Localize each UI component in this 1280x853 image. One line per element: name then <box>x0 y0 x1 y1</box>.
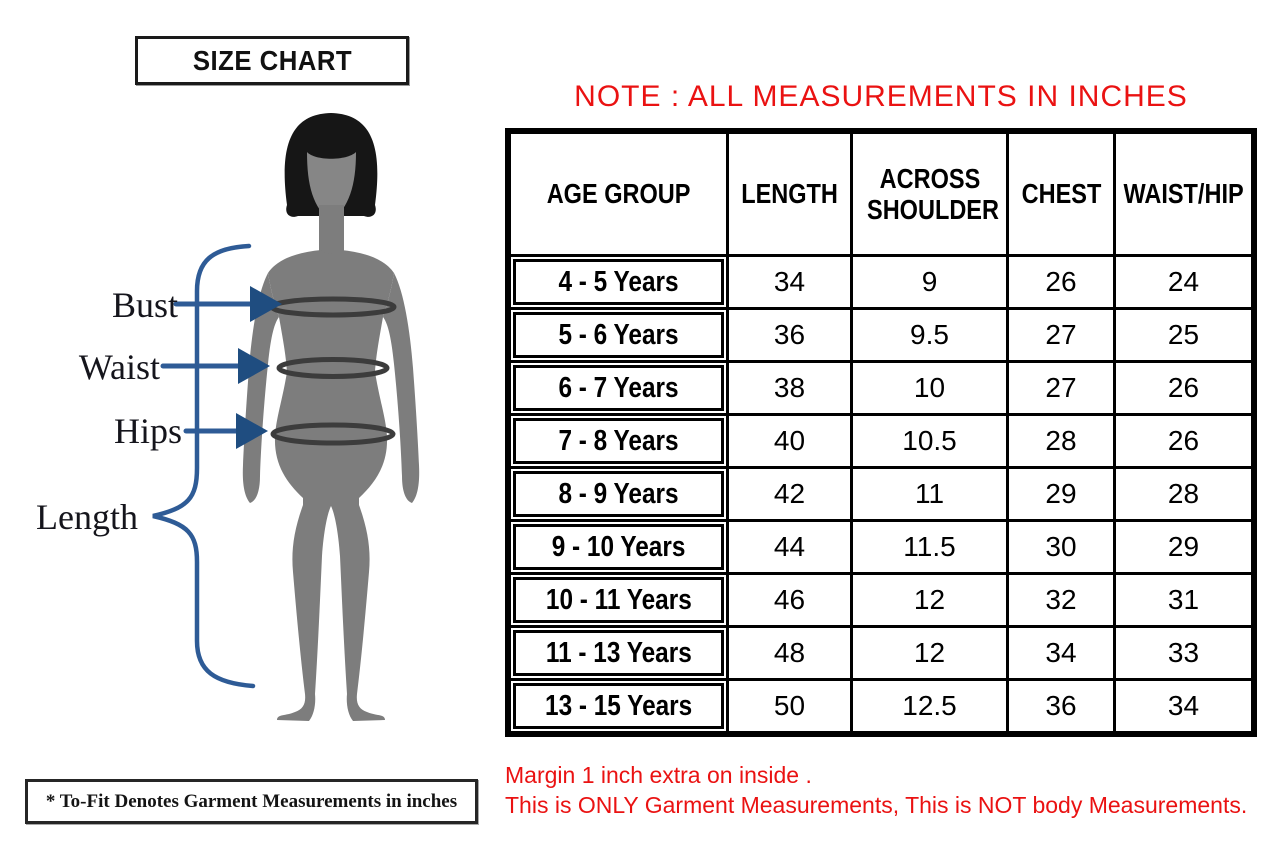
measurement-value-cell: 26 <box>1009 257 1113 307</box>
measurement-value-cell: 46 <box>729 575 850 625</box>
measurement-value-cell: 33 <box>1116 628 1251 678</box>
bust-arrowhead-icon <box>250 286 282 322</box>
garment-notes: Margin 1 inch extra on inside . This is … <box>505 760 1280 820</box>
measurement-value-cell: 34 <box>1116 681 1251 731</box>
silhouette-face <box>307 152 356 222</box>
measurement-value-cell: 36 <box>729 310 850 360</box>
measurement-value-cell: 9.5 <box>853 310 1006 360</box>
waist-label: Waist <box>78 347 160 387</box>
waist-band <box>276 357 390 379</box>
age-group-cell: 10 - 11 Years <box>511 575 726 625</box>
measurement-value-cell: 29 <box>1116 522 1251 572</box>
age-group-cell: 13 - 15 Years <box>511 681 726 731</box>
measurement-value-cell: 42 <box>729 469 850 519</box>
measurement-value-cell: 40 <box>729 416 850 466</box>
hips-arrowhead-icon <box>236 413 268 449</box>
measurement-value-cell: 24 <box>1116 257 1251 307</box>
silhouette-body <box>268 250 394 721</box>
measurement-value-cell: 32 <box>1009 575 1113 625</box>
child-silhouette-illustration <box>152 113 420 721</box>
hips-band <box>270 422 396 446</box>
garment-vs-body-note: This is ONLY Garment Measurements, This … <box>505 792 1248 818</box>
measurement-value-cell: 44 <box>729 522 850 572</box>
measurement-value-cell: 25 <box>1116 310 1251 360</box>
age-group-cell: 5 - 6 Years <box>511 310 726 360</box>
tofit-footnote-box: * To-Fit Denotes Garment Measurements in… <box>25 779 478 824</box>
tofit-footnote-text: * To-Fit Denotes Garment Measurements in… <box>45 790 458 812</box>
measurement-value-cell: 26 <box>1116 363 1251 413</box>
hips-label: Hips <box>113 411 182 451</box>
bust-label: Bust <box>111 285 178 325</box>
measurement-value-cell: 27 <box>1009 363 1113 413</box>
age-group-cell: 4 - 5 Years <box>511 257 726 307</box>
age-group-cell: 6 - 7 Years <box>511 363 726 413</box>
measurements-note: NOTE : ALL MEASUREMENTS IN INCHES <box>574 80 1188 113</box>
measurement-value-cell: 29 <box>1009 469 1113 519</box>
length-label: Length <box>36 497 138 537</box>
column-header-waist-hip: WAIST/HIP <box>1116 134 1251 254</box>
measurement-value-cell: 9 <box>853 257 1006 307</box>
measurement-value-cell: 12.5 <box>853 681 1006 731</box>
column-header-across-shoulder: ACROSS SHOULDER <box>853 134 1006 254</box>
measurement-value-cell: 34 <box>729 257 850 307</box>
body-measurement-diagram: Bust Waist Hips Length <box>0 0 500 780</box>
silhouette-right-arm <box>383 273 420 503</box>
silhouette-left-arm <box>242 273 279 503</box>
measurement-value-cell: 12 <box>853 628 1006 678</box>
measurement-value-cell: 26 <box>1116 416 1251 466</box>
column-header-length: LENGTH <box>729 134 850 254</box>
measurement-value-cell: 38 <box>729 363 850 413</box>
waist-arrowhead-icon <box>238 348 270 384</box>
measurement-value-cell: 30 <box>1009 522 1113 572</box>
measurement-value-cell: 28 <box>1116 469 1251 519</box>
silhouette-neck <box>319 205 344 257</box>
measurement-value-cell: 11 <box>853 469 1006 519</box>
measurement-value-cell: 12 <box>853 575 1006 625</box>
measurement-value-cell: 27 <box>1009 310 1113 360</box>
measurement-value-cell: 11.5 <box>853 522 1006 572</box>
measurement-value-cell: 50 <box>729 681 850 731</box>
measurement-value-cell: 28 <box>1009 416 1113 466</box>
measurement-value-cell: 34 <box>1009 628 1113 678</box>
age-group-cell: 7 - 8 Years <box>511 416 726 466</box>
length-brace <box>152 243 256 689</box>
size-chart-title-box: SIZE CHART <box>135 36 409 85</box>
size-table: AGE GROUP LENGTH ACROSS SHOULDER CHEST WAIST… <box>505 128 1257 737</box>
column-header-age-group: AGE GROUP <box>511 134 726 254</box>
size-chart-title: SIZE CHART <box>192 44 352 76</box>
measurement-value-cell: 48 <box>729 628 850 678</box>
age-group-cell: 9 - 10 Years <box>511 522 726 572</box>
measurement-value-cell: 31 <box>1116 575 1251 625</box>
age-group-cell: 8 - 9 Years <box>511 469 726 519</box>
measurement-value-cell: 10 <box>853 363 1006 413</box>
margin-note: Margin 1 inch extra on inside . <box>505 762 812 788</box>
measurement-value-cell: 10.5 <box>853 416 1006 466</box>
column-header-chest: CHEST <box>1009 134 1113 254</box>
measurement-value-cell: 36 <box>1009 681 1113 731</box>
age-group-cell: 11 - 13 Years <box>511 628 726 678</box>
